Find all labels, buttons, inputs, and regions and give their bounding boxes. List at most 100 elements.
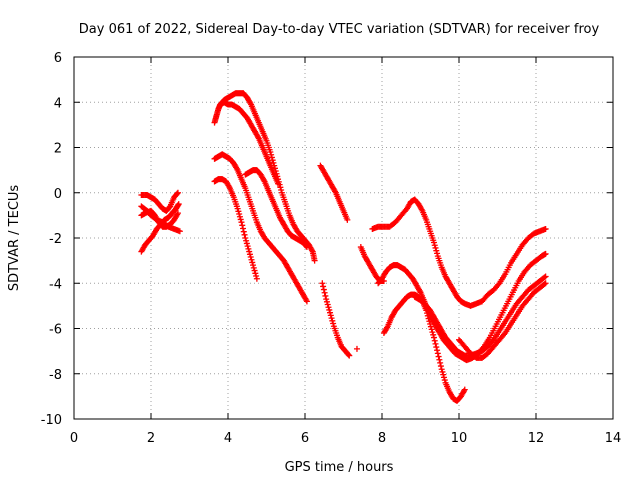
series-arc-c1: [211, 151, 310, 305]
data-point: [327, 312, 334, 319]
data-point: [330, 320, 337, 327]
data-point: [252, 270, 259, 277]
data-point: [441, 377, 448, 384]
data-point: [246, 248, 253, 255]
data-point: [436, 356, 443, 363]
data-point: [324, 301, 331, 308]
data-point: [243, 237, 250, 244]
data-point: [240, 225, 247, 232]
data-point: [175, 201, 182, 208]
data-point: [246, 251, 253, 258]
data-point: [250, 264, 257, 271]
x-axis-label: GPS time / hours: [285, 460, 394, 475]
data-point: [236, 211, 243, 218]
y-tick-label: 4: [54, 96, 62, 111]
y-axis-label: SDTVAR / TECUs: [7, 185, 22, 292]
series-arc-d1: [317, 162, 351, 223]
data-point: [542, 273, 549, 280]
data-point: [241, 231, 248, 238]
series-arc-d3: [353, 345, 360, 352]
data-point: [267, 149, 274, 156]
data-point: [434, 347, 441, 354]
y-tick-label: -4: [49, 277, 62, 292]
data-point: [176, 228, 183, 235]
y-tick-label: -2: [49, 232, 62, 247]
series-arc-c3: [242, 167, 310, 251]
data-point: [424, 312, 431, 319]
data-point: [244, 243, 251, 250]
data-point: [434, 250, 441, 257]
data-point: [344, 216, 351, 223]
series-arc-d2: [319, 280, 353, 359]
data-point: [438, 366, 445, 373]
x-tick-label: 6: [301, 431, 309, 446]
series-arc-c2: [211, 176, 260, 282]
series-arc-e2: [369, 196, 549, 309]
data-point: [237, 216, 244, 223]
data-point: [326, 306, 333, 313]
data-point: [311, 257, 318, 264]
data-point: [329, 317, 336, 324]
data-point: [245, 245, 252, 252]
data-point: [235, 208, 242, 215]
data-point: [174, 210, 181, 217]
data-point: [327, 309, 334, 316]
x-tick-label: 10: [451, 431, 468, 446]
series-arc-b2: [217, 99, 282, 187]
data-point: [174, 190, 181, 197]
data-point: [435, 353, 442, 360]
data-marks: [138, 90, 549, 404]
data-point: [251, 267, 258, 274]
data-point: [430, 334, 437, 341]
data-point: [320, 286, 327, 293]
data-point: [174, 189, 181, 196]
data-point: [323, 296, 330, 303]
data-point: [328, 315, 335, 322]
series-arc-a4: [138, 203, 183, 235]
data-point: [440, 374, 447, 381]
data-point: [242, 235, 249, 241]
data-point: [434, 350, 441, 357]
y-tick-label: 0: [54, 187, 62, 202]
data-point: [303, 298, 310, 305]
data-point: [325, 304, 332, 311]
data-point: [433, 247, 440, 254]
data-point: [319, 280, 326, 287]
x-tick-label: 12: [528, 431, 545, 446]
data-point: [234, 205, 241, 212]
data-point: [303, 244, 310, 251]
chart-title: Day 061 of 2022, Sidereal Day-to-day VTE…: [79, 22, 600, 37]
x-tick-label: 2: [147, 431, 155, 446]
data-point: [278, 187, 285, 194]
data-point: [321, 289, 328, 296]
series-arc-b1: [211, 90, 318, 264]
data-point: [461, 386, 468, 393]
data-point: [542, 225, 549, 232]
data-point: [345, 351, 352, 358]
data-point: [426, 318, 433, 325]
data-point: [275, 180, 282, 187]
x-tick-label: 14: [605, 431, 622, 446]
data-point: [427, 320, 434, 327]
data-point: [427, 323, 434, 330]
data-point: [268, 154, 275, 161]
data-point: [431, 242, 438, 249]
y-tick-label: -10: [41, 413, 62, 428]
data-point: [248, 256, 255, 263]
data-point: [432, 340, 439, 347]
y-tick-label: -8: [49, 368, 62, 383]
x-tick-label: 4: [224, 431, 232, 446]
data-point: [236, 213, 243, 220]
data-point: [346, 352, 353, 359]
data-point: [433, 344, 440, 351]
data-point: [428, 326, 435, 333]
x-tick-labels: 0 2 4 6 8 10 12 14: [70, 431, 621, 446]
data-point: [268, 151, 275, 158]
data-point: [243, 240, 250, 247]
data-point: [437, 363, 444, 370]
x-tick-label: 0: [70, 431, 78, 446]
data-point: [440, 371, 447, 378]
data-point: [303, 243, 310, 250]
data-point: [425, 315, 432, 322]
data-point: [430, 239, 437, 246]
